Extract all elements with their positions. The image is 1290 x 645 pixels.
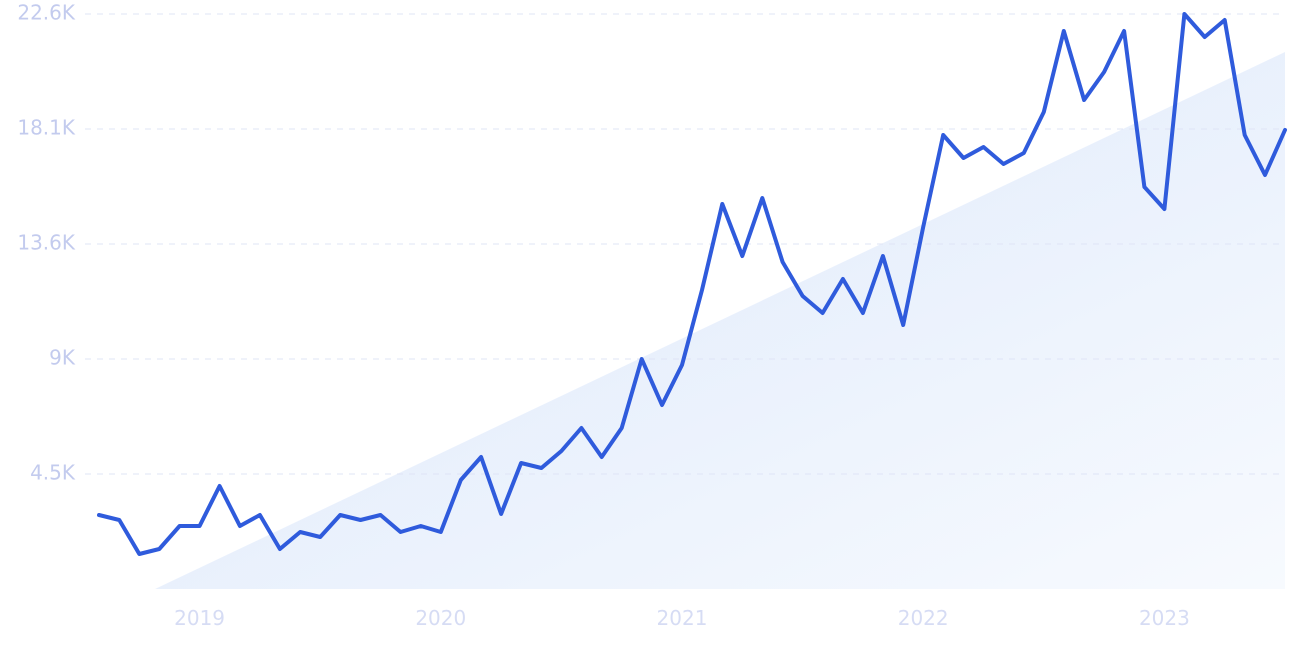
y-tick-label: 4.5K xyxy=(30,461,76,485)
y-tick-label: 9K xyxy=(49,346,76,370)
trend-area xyxy=(155,52,1285,589)
y-tick-label: 18.1K xyxy=(17,116,76,140)
line xyxy=(97,12,1287,556)
y-tick-label: 22.6K xyxy=(17,1,76,25)
x-tick-label: 2023 xyxy=(1139,606,1190,630)
x-tick-label: 2020 xyxy=(415,606,466,630)
x-tick-label: 2022 xyxy=(898,606,949,630)
x-tick-label: 2021 xyxy=(657,606,708,630)
y-tick-label: 13.6K xyxy=(17,231,76,255)
x-tick-label: 2019 xyxy=(174,606,225,630)
